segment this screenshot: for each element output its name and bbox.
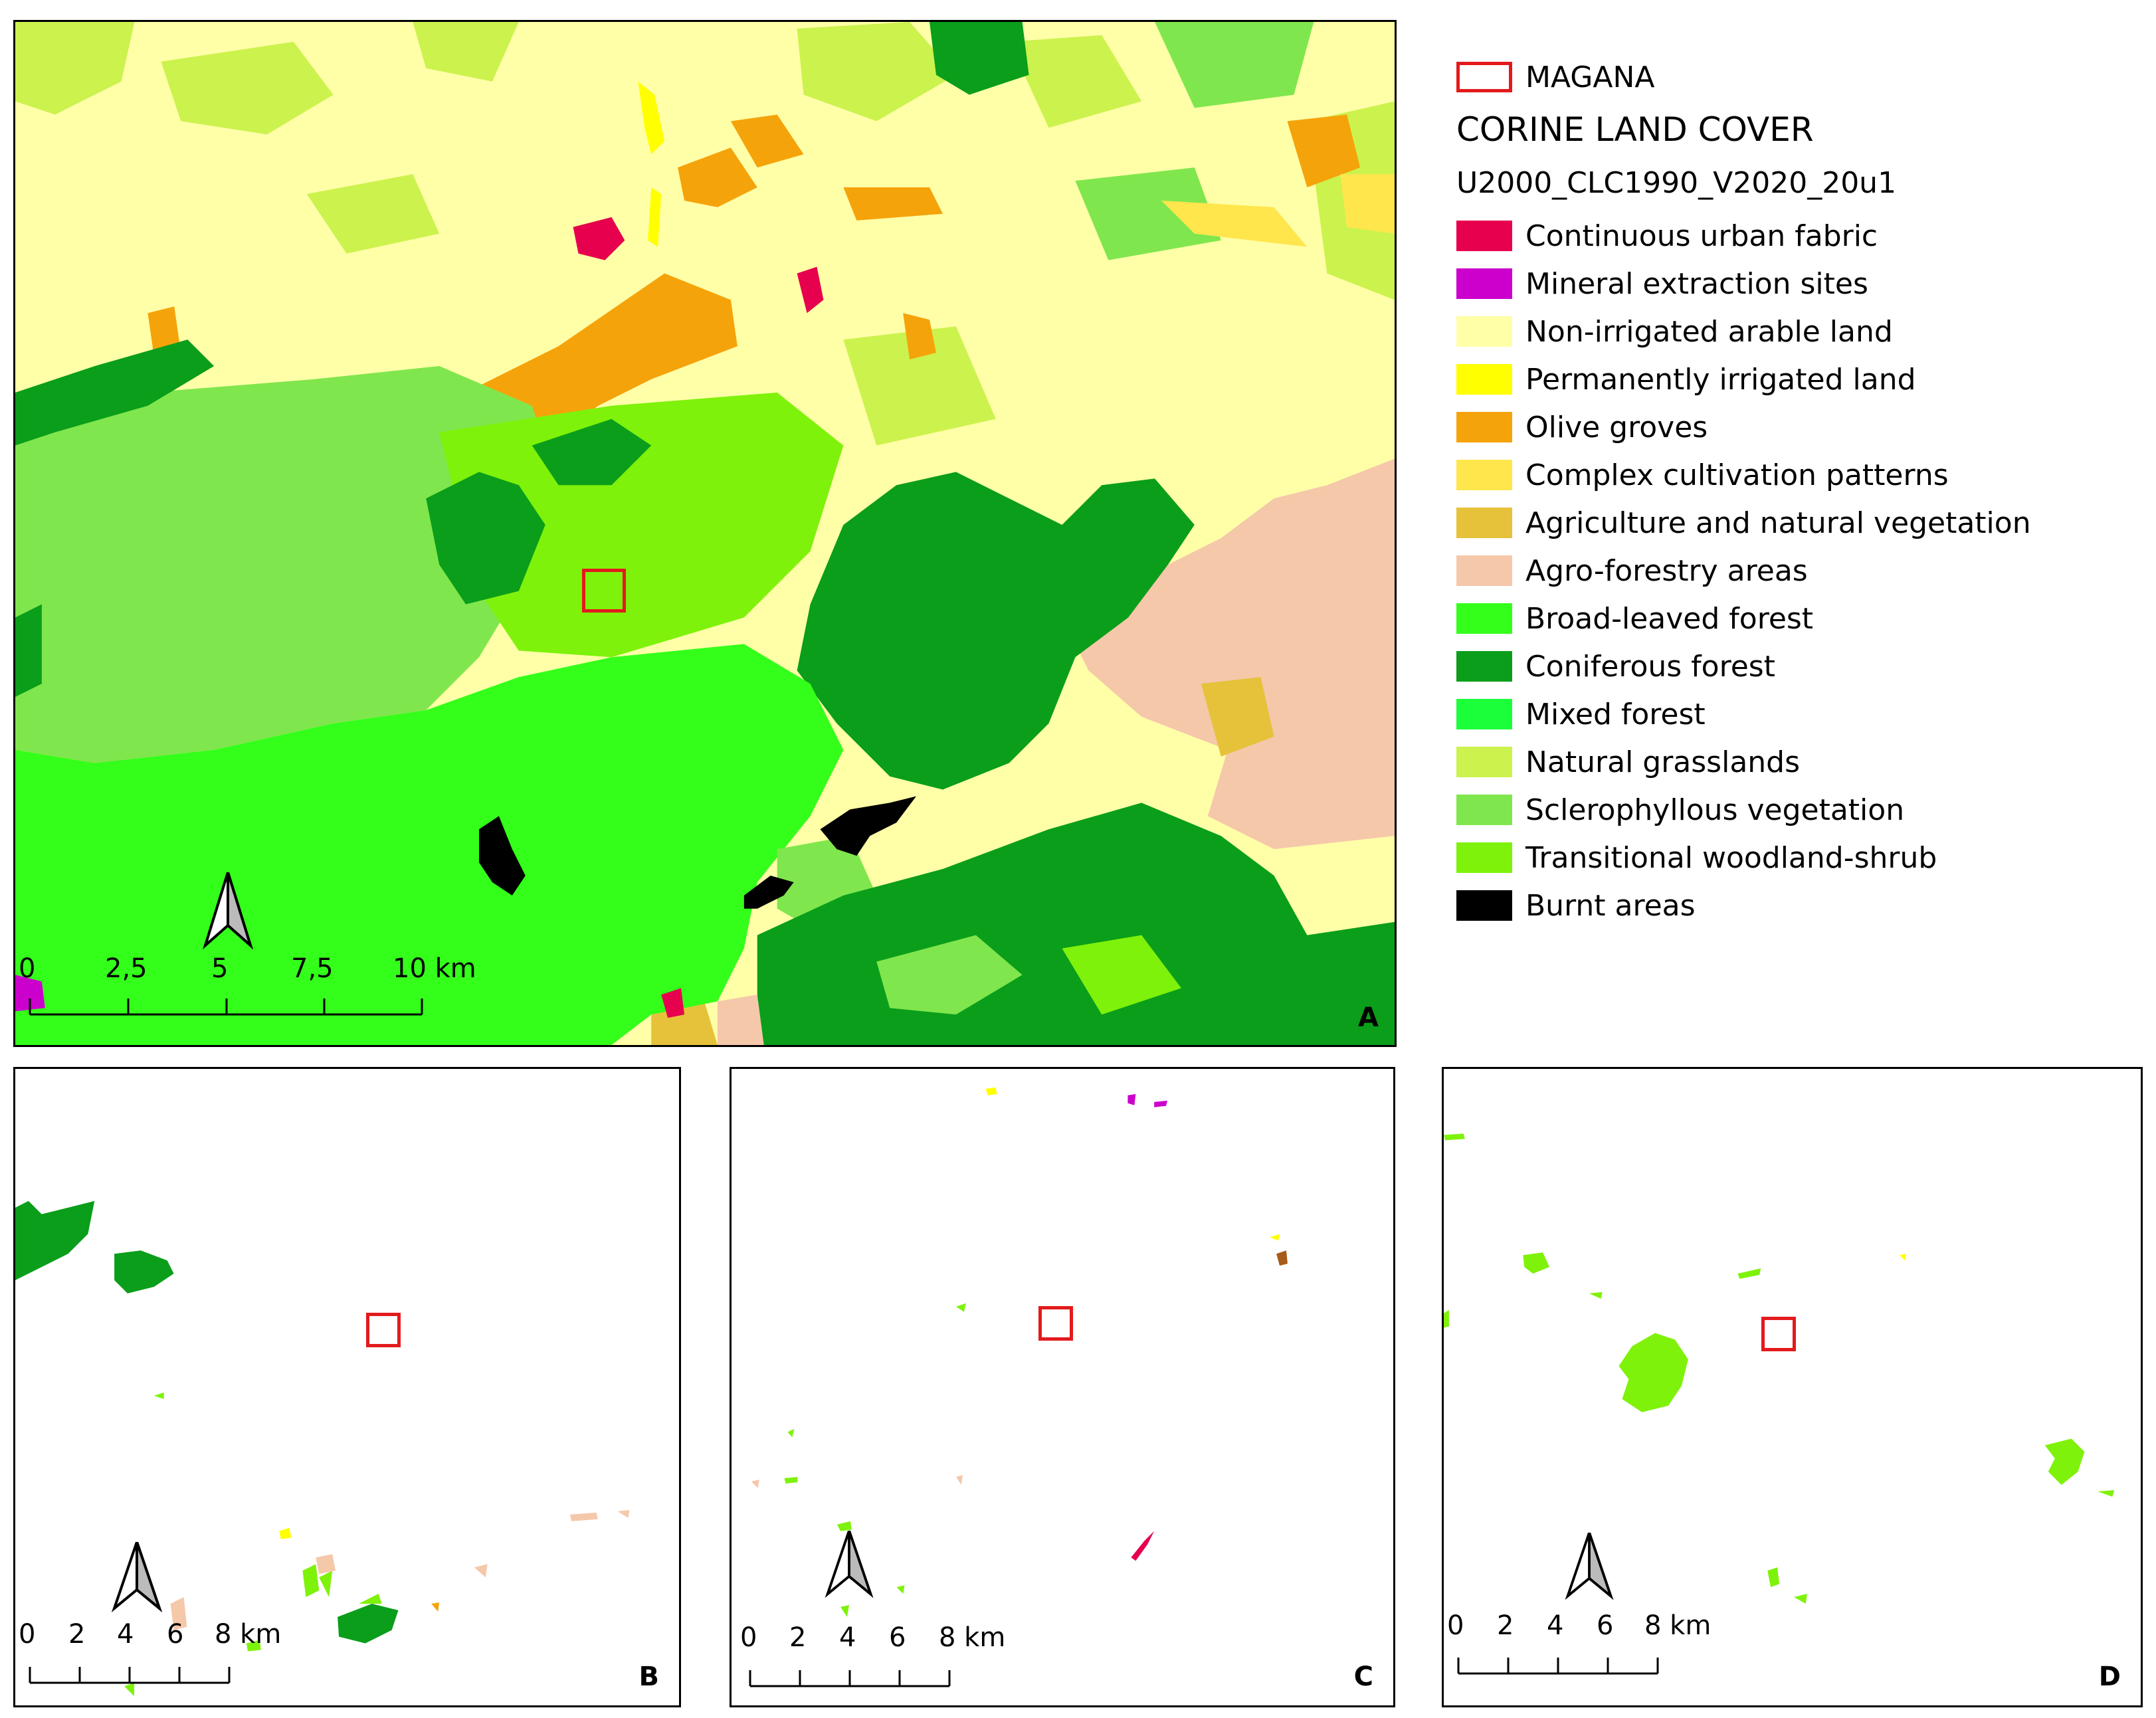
magana-study-area (366, 1313, 401, 1347)
legend-label: Mixed forest (1525, 697, 1706, 731)
legend-label: Coniferous forest (1525, 649, 1775, 684)
legend-swatch (1456, 842, 1512, 873)
legend: MAGANA CORINE LAND COVER U2000_CLC1990_V… (1448, 53, 2146, 929)
scale-tick-label: 4 (1547, 1610, 1564, 1641)
legend-item: Broad-leaved forest (1448, 595, 2146, 642)
legend-swatch (1456, 699, 1512, 729)
scale-tick-label: 4 (117, 1619, 134, 1650)
magana-study-area (582, 569, 626, 613)
scale-tick-label: 6 (167, 1619, 184, 1650)
scale-tick-label: 10 km (393, 953, 476, 984)
north-arrow-icon (1565, 1533, 1614, 1600)
legend-label: Continuous urban fabric (1525, 219, 1878, 253)
land-cover-change-map-d (1444, 1133, 2115, 1604)
legend-swatch (1456, 316, 1512, 347)
legend-label: Agro-forestry areas (1525, 553, 1808, 588)
legend-swatch (1456, 508, 1512, 538)
land-cover-change-map-c (751, 1087, 1288, 1617)
scale-tick-label: 2 (68, 1619, 86, 1650)
magana-study-area (1038, 1306, 1073, 1341)
panel-letter: A (1358, 1002, 1379, 1033)
north-arrow-icon (111, 1542, 163, 1613)
legend-item: Agriculture and natural vegetation (1448, 499, 2146, 547)
map-panel-a: 0 2,5 5 7,5 10 km A (13, 20, 1397, 1047)
magana-study-area (1761, 1317, 1796, 1351)
legend-swatch (1456, 555, 1512, 586)
legend-swatch (1456, 890, 1512, 921)
legend-item-magana: MAGANA (1448, 53, 2146, 101)
legend-swatch (1456, 460, 1512, 490)
panel-letter: D (2098, 1662, 2121, 1692)
legend-swatch (1456, 268, 1512, 299)
scale-bar-line (29, 1667, 231, 1684)
legend-item: Continuous urban fabric (1448, 212, 2146, 260)
legend-subtitle: U2000_CLC1990_V2020_20u1 (1456, 166, 1897, 200)
scale-tick-label: 6 (889, 1622, 906, 1653)
scale-bar-line (29, 999, 423, 1016)
scale-tick-label: 0 (740, 1622, 757, 1653)
legend-label: Transitional woodland-shrub (1525, 840, 1937, 875)
scale-tick-label: 2 (789, 1622, 807, 1653)
map-panel-b: 0 2 4 6 8 km B (13, 1067, 681, 1707)
legend-item: Mineral extraction sites (1448, 260, 2146, 308)
legend-swatch (1456, 62, 1512, 92)
legend-label: Non-irrigated arable land (1525, 314, 1893, 349)
legend-class-list: Continuous urban fabric Mineral extractio… (1448, 212, 2146, 929)
north-arrow-icon (825, 1531, 874, 1598)
legend-label: Burnt areas (1525, 888, 1696, 923)
scale-tick-label: 5 (211, 953, 229, 984)
legend-item: Non-irrigated arable land (1448, 308, 2146, 355)
panel-letter: B (638, 1662, 660, 1692)
land-cover-map-a (15, 22, 1395, 1045)
scale-tick-label: 8 km (215, 1619, 282, 1650)
map-panel-d: 0 2 4 6 8 km D (1442, 1067, 2143, 1707)
legend-label: Complex cultivation patterns (1525, 458, 1949, 492)
scale-tick-label: 2,5 (105, 953, 147, 984)
legend-label: MAGANA (1525, 60, 1655, 94)
legend-swatch (1456, 412, 1512, 442)
scale-tick-label: 4 (839, 1622, 856, 1653)
scale-tick-label: 0 (19, 953, 36, 984)
legend-item: Olive groves (1448, 403, 2146, 451)
legend-item: Transitional woodland-shrub (1448, 834, 2146, 882)
legend-item: Coniferous forest (1448, 642, 2146, 690)
legend-label: Natural grasslands (1525, 745, 1801, 779)
scale-tick-label: 8 km (1644, 1610, 1712, 1641)
legend-swatch (1456, 747, 1512, 777)
legend-swatch (1456, 364, 1512, 395)
legend-item: Burnt areas (1448, 882, 2146, 929)
legend-item: Mixed forest (1448, 690, 2146, 738)
scale-tick-label: 6 (1597, 1610, 1614, 1641)
legend-label: Agriculture and natural vegetation (1525, 506, 2031, 540)
legend-swatch (1456, 651, 1512, 682)
legend-label: Broad-leaved forest (1525, 601, 1814, 636)
map-panel-c: 0 2 4 6 8 km C (730, 1067, 1395, 1707)
legend-swatch (1456, 603, 1512, 634)
legend-title: CORINE LAND COVER (1456, 110, 1814, 149)
north-arrow-icon (202, 872, 254, 950)
legend-label: Mineral extraction sites (1525, 266, 1868, 301)
scale-tick-label: 0 (19, 1619, 36, 1650)
scale-bar-line (749, 1670, 951, 1687)
legend-item: Natural grasslands (1448, 738, 2146, 786)
scale-tick-label: 7,5 (291, 953, 334, 984)
scale-tick-label: 0 (1447, 1610, 1464, 1641)
scale-tick-label: 2 (1497, 1610, 1514, 1641)
legend-label: Permanently irrigated land (1525, 362, 1916, 397)
legend-label: Olive groves (1525, 410, 1708, 444)
legend-swatch (1456, 221, 1512, 251)
legend-swatch (1456, 795, 1512, 825)
scale-bar-line (1457, 1658, 1659, 1675)
legend-item: Sclerophyllous vegetation (1448, 786, 2146, 834)
legend-label: Sclerophyllous vegetation (1525, 793, 1905, 827)
land-cover-change-map-b (15, 1200, 630, 1697)
scale-tick-label: 8 km (939, 1622, 1006, 1653)
legend-item: Agro-forestry areas (1448, 547, 2146, 595)
legend-item: Complex cultivation patterns (1448, 451, 2146, 499)
legend-item: Permanently irrigated land (1448, 355, 2146, 403)
panel-letter: C (1353, 1662, 1373, 1692)
